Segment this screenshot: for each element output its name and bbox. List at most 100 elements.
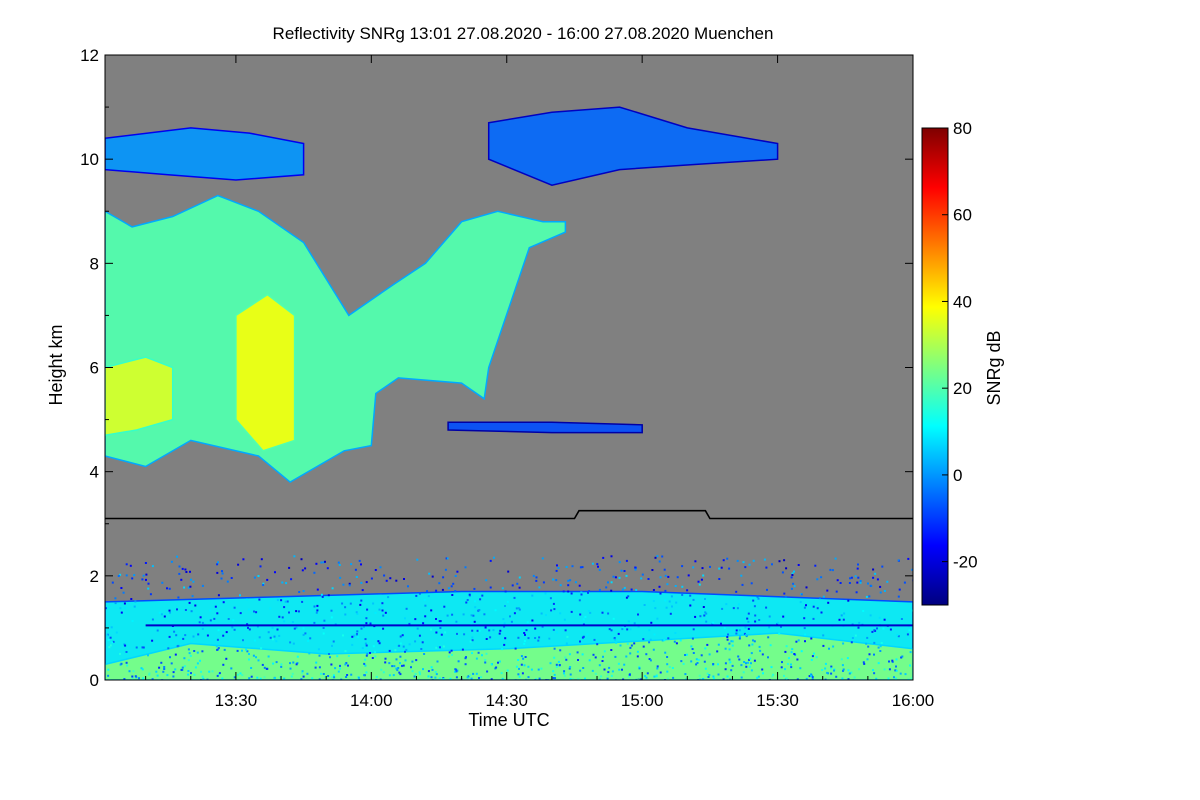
speckle-pixel — [642, 645, 645, 648]
speckle-pixel — [876, 627, 878, 630]
speckle-pixel — [758, 619, 761, 621]
speckle-pixel — [797, 564, 800, 566]
speckle-pixel — [898, 588, 901, 591]
speckle-pixel — [500, 672, 503, 675]
speckle-pixel — [791, 572, 794, 575]
speckle-pixel — [507, 570, 510, 573]
speckle-pixel — [566, 635, 569, 638]
speckle-pixel — [293, 555, 296, 558]
speckle-pixel — [322, 632, 325, 635]
speckle-pixel — [854, 575, 857, 578]
speckle-pixel — [413, 675, 416, 678]
speckle-pixel — [397, 667, 400, 669]
speckle-pixel — [498, 660, 501, 663]
speckle-pixel — [399, 673, 402, 676]
speckle-pixel — [340, 678, 343, 680]
speckle-pixel — [735, 632, 738, 635]
speckle-pixel — [484, 626, 487, 629]
speckle-pixel — [338, 564, 341, 566]
speckle-pixel — [727, 633, 729, 636]
speckle-pixel — [382, 671, 385, 674]
speckle-pixel — [471, 652, 473, 655]
speckle-pixel — [263, 666, 266, 669]
speckle-pixel — [883, 590, 886, 592]
speckle-pixel — [427, 595, 430, 598]
speckle-pixel — [446, 557, 449, 560]
speckle-pixel — [652, 648, 655, 651]
speckle-pixel — [490, 678, 493, 680]
speckle-pixel — [531, 594, 534, 597]
speckle-pixel — [687, 574, 690, 577]
speckle-pixel — [680, 660, 683, 663]
speckle-pixel — [858, 621, 861, 624]
speckle-pixel — [404, 650, 406, 653]
speckle-pixel — [776, 621, 779, 624]
speckle-pixel — [209, 609, 212, 612]
speckle-pixel — [540, 612, 543, 615]
speckle-pixel — [769, 644, 772, 647]
speckle-pixel — [178, 572, 181, 575]
speckle-pixel — [344, 663, 347, 666]
speckle-pixel — [577, 678, 580, 680]
speckle-pixel — [532, 574, 535, 577]
speckle-pixel — [762, 672, 764, 675]
speckle-pixel — [812, 617, 815, 620]
speckle-pixel — [738, 637, 741, 640]
speckle-pixel — [749, 625, 752, 628]
speckle-pixel — [627, 620, 630, 623]
speckle-pixel — [382, 627, 385, 630]
speckle-pixel — [640, 678, 643, 680]
speckle-pixel — [666, 677, 669, 680]
speckle-pixel — [471, 636, 474, 639]
speckle-pixel — [133, 574, 136, 577]
speckle-pixel — [455, 670, 458, 673]
speckle-pixel — [799, 601, 802, 604]
speckle-pixel — [436, 660, 439, 663]
speckle-pixel — [360, 581, 363, 584]
speckle-pixel — [424, 604, 427, 607]
speckle-pixel — [542, 581, 545, 584]
speckle-pixel — [151, 618, 154, 621]
speckle-pixel — [515, 607, 518, 610]
speckle-pixel — [158, 611, 161, 614]
speckle-pixel — [692, 628, 695, 631]
speckle-pixel — [747, 612, 750, 615]
speckle-pixel — [629, 652, 632, 655]
speckle-pixel — [333, 676, 336, 679]
speckle-pixel — [396, 669, 399, 672]
speckle-pixel — [327, 594, 330, 597]
speckle-pixel — [147, 587, 150, 590]
speckle-pixel — [322, 673, 325, 675]
speckle-pixel — [110, 626, 113, 629]
speckle-pixel — [216, 612, 219, 615]
speckle-pixel — [574, 581, 577, 584]
speckle-pixel — [473, 587, 476, 590]
reference-height-line — [105, 509, 913, 520]
speckle-pixel — [271, 627, 274, 629]
speckle-pixel — [811, 676, 814, 678]
speckle-pixel — [559, 584, 562, 587]
speckle-pixel — [115, 631, 118, 634]
speckle-pixel — [584, 615, 587, 618]
speckle-pixel — [403, 578, 405, 580]
speckle-pixel — [120, 611, 123, 614]
speckle-pixel — [350, 563, 353, 566]
speckle-pixel — [623, 570, 626, 572]
speckle-pixel — [339, 576, 342, 579]
speckle-pixel — [266, 578, 269, 581]
speckle-pixel — [320, 561, 323, 564]
speckle-pixel — [626, 642, 629, 645]
speckle-pixel — [666, 656, 669, 658]
speckle-pixel — [484, 661, 487, 664]
speckle-pixel — [596, 643, 599, 646]
speckle-pixel — [175, 634, 178, 637]
speckle-pixel — [571, 565, 574, 568]
speckle-pixel — [865, 642, 868, 645]
speckle-pixel — [169, 656, 171, 659]
speckle-pixel — [594, 672, 597, 675]
speckle-pixel — [870, 584, 873, 587]
speckle-pixel — [141, 578, 144, 581]
speckle-pixel — [344, 606, 347, 609]
speckle-pixel — [828, 647, 830, 650]
y-tick-label: 2 — [90, 567, 99, 586]
